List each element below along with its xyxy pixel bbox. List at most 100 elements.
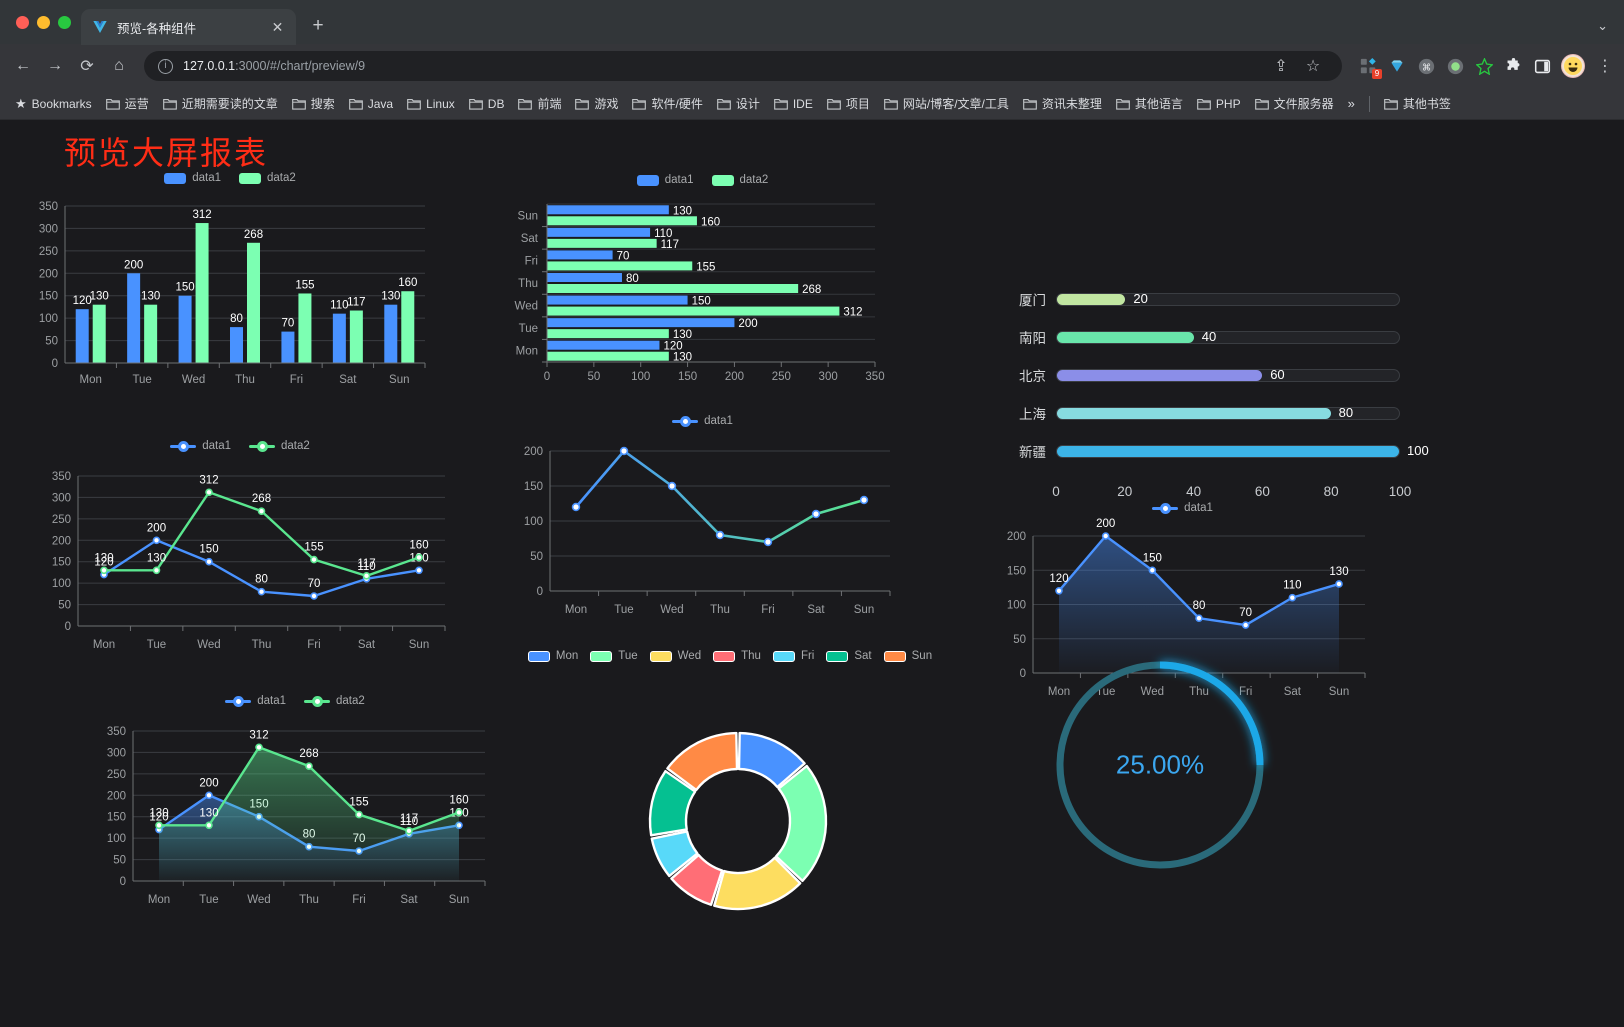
svg-text:100: 100 [39,313,58,325]
close-icon[interactable]: ✕ [271,18,284,35]
svg-text:155: 155 [349,797,368,809]
legend-label-data1: data1 [664,174,694,186]
bookmark-item[interactable]: PHP [1191,94,1247,114]
extension-puzzle-badge-icon[interactable]: 9 [1358,56,1382,79]
bookmark-item[interactable]: 项目 [821,92,876,115]
bookmark-item[interactable]: 游戏 [569,92,624,115]
legend-item[interactable]: Fri [772,650,814,662]
back-button[interactable]: ← [15,57,31,74]
chart-bar-horizontal[interactable]: data1 data2 0 50 100 150 200 250 300 350 Sun 130 1… [505,170,900,440]
svg-text:117: 117 [661,239,679,251]
bookmarks-label[interactable]: ★ Bookmarks [9,93,98,115]
browser-toolbar: ← → ⟳ ⌂ i 127.0.0.1:3000/#/chart/preview… [0,44,1624,88]
chart-line-gradient[interactable]: data1 0 50 100 150 200 Mon Tue Wed Thu Fri Sat Sun [505,415,900,675]
circle-icon[interactable] [1445,56,1465,76]
bookmark-other-folder[interactable]: 其他书签 [1378,92,1457,115]
bookmarks-bar: ★ Bookmarks 运营 近期需要读的文章 搜索 Java Linux DB 前端 游戏 软… [0,88,1624,120]
bookmark-item[interactable]: 搜索 [286,92,341,115]
progress-row[interactable]: 厦门 20 [1000,280,1400,318]
svg-text:80: 80 [255,574,268,586]
folder-icon [716,98,731,110]
svg-text:80: 80 [1193,600,1206,612]
address-bar[interactable]: i 127.0.0.1:3000/#/chart/preview/9 ⇪ ☆ [144,51,1342,81]
bookmark-item[interactable]: 其他语言 [1110,92,1189,115]
legend-item[interactable]: Mon [527,650,578,662]
legend-bar-vertical: data1 data2 [20,172,440,184]
bookmark-label: 其他书签 [1402,97,1451,111]
bookmark-item[interactable]: 设计 [711,92,766,115]
chart-progress-bars[interactable]: 厦门 20 南阳 40 北京 60 上海 80 新疆 100 0 20 40 60 80 100 [1000,280,1429,502]
reload-button[interactable]: ⟳ [80,58,94,75]
svg-text:110: 110 [400,816,418,828]
legend-item[interactable]: data1 [170,440,231,452]
legend-item[interactable]: data2 [249,440,310,452]
forward-button[interactable]: → [47,57,63,74]
svg-text:150: 150 [678,371,697,383]
legend-item[interactable]: data1 [672,415,733,427]
progress-row[interactable]: 新疆 100 [1000,432,1429,470]
progress-row[interactable]: 北京 60 [1000,356,1400,394]
svg-text:Sat: Sat [400,894,418,906]
legend-item[interactable]: data2 [304,695,365,707]
svg-text:160: 160 [701,216,720,228]
site-info-icon[interactable]: i [158,58,173,74]
bookmark-item[interactable]: 前端 [512,92,567,115]
chart-area-two-series[interactable]: data1 data2 0 50 100 150 200 250 300 350 Mon Tue W… [85,695,505,955]
bookmark-item[interactable]: 近期需要读的文章 [157,92,284,115]
legend-swatch [826,650,849,662]
bookmark-item[interactable]: IDE [768,94,819,114]
bookmark-label: 近期需要读的文章 [181,97,278,111]
bookmark-star-icon[interactable]: ☆ [1305,58,1321,75]
bookmark-item[interactable]: 运营 [100,92,155,115]
legend-item[interactable]: Tue [590,650,638,662]
sidebar-icon[interactable] [1532,56,1552,76]
svg-text:Fri: Fri [761,604,774,616]
svg-text:Sat: Sat [339,374,357,386]
new-tab-button[interactable]: + [312,15,324,36]
browser-tab[interactable]: 预览-各种组件 ✕ [81,9,296,45]
close-window-button[interactable] [16,15,29,29]
bookmark-item[interactable]: 资讯未整理 [1017,92,1108,115]
chevron-down-icon[interactable]: ⌄ [1597,18,1608,33]
svg-text:200: 200 [725,371,744,383]
legend-item[interactable]: data1 [1152,502,1213,514]
progress-row[interactable]: 上海 80 [1000,394,1400,432]
bookmark-item[interactable]: Java [343,94,399,114]
browser-menu-button[interactable]: ⋮ [1597,58,1613,75]
command-icon[interactable]: ⌘ [1416,56,1436,76]
bookmark-item[interactable]: 文件服务器 [1249,92,1340,115]
bookmark-item[interactable]: DB [463,94,511,114]
profile-avatar[interactable] [1561,54,1585,78]
legend-line-data1 [1152,502,1179,514]
legend-item[interactable]: Thu [713,650,761,662]
home-button[interactable]: ⌂ [114,57,124,74]
share-icon[interactable]: ⇪ [1274,58,1288,75]
legend-item[interactable]: data1 [225,695,286,707]
chart-bar-vertical[interactable]: data1 data2 0 50 100 150 200 250 300 350 Mon 120 1… [20,168,440,428]
bookmark-item[interactable]: Linux [401,94,461,114]
puzzle-icon[interactable] [1503,56,1523,76]
legend-item[interactable]: Sun [883,650,932,662]
progress-row[interactable]: 南阳 40 [1000,318,1400,356]
diamond-icon[interactable] [1387,56,1407,76]
maximize-window-button[interactable] [58,15,71,29]
legend-item[interactable]: data1 [164,172,221,184]
svg-text:Sat: Sat [1284,686,1302,698]
chart-gauge-ring[interactable]: 25.00% [1035,640,1285,890]
legend-item[interactable]: data2 [239,172,296,184]
svg-text:Thu: Thu [518,278,538,290]
star-outline-icon[interactable] [1474,56,1494,76]
bookmark-item[interactable]: 网站/博客/文章/工具 [878,92,1015,115]
minimize-window-button[interactable] [37,15,50,29]
bookmark-item[interactable]: 软件/硬件 [626,92,708,115]
legend-item[interactable]: Sat [826,650,872,662]
svg-text:70: 70 [282,318,295,330]
legend-item[interactable]: Wed [649,650,701,662]
svg-text:50: 50 [530,551,543,563]
legend-item[interactable]: data2 [711,174,768,186]
legend-item[interactable]: data1 [636,174,694,186]
bookmarks-overflow-button[interactable]: » [1347,96,1355,111]
chart-donut-pie[interactable]: Mon Tue Wed Thu Fri Sat Sun [510,650,950,990]
chart-line-two-series[interactable]: data1 data2 0 50 100 150 200 250 300 350 Mon Tue W… [30,440,450,700]
svg-text:70: 70 [308,578,321,590]
